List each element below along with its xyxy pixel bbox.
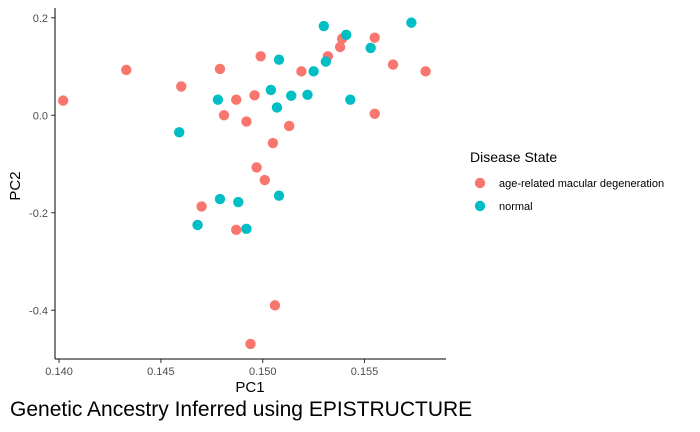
y-tick-label: 0.2 <box>33 13 48 25</box>
data-point <box>267 137 279 149</box>
data-point <box>121 64 132 76</box>
data-point <box>302 89 313 100</box>
x-tick-label: 0.155 <box>351 366 379 378</box>
data-point <box>231 224 242 236</box>
x-tick-label: 0.140 <box>45 366 73 378</box>
data-point <box>241 116 252 127</box>
y-axis-label: PC2 <box>7 171 24 200</box>
data-point <box>269 300 281 311</box>
data-point <box>369 108 380 119</box>
legend-label: normal <box>499 201 533 213</box>
x-axis-label: PC1 <box>235 379 264 396</box>
data-points <box>57 17 431 350</box>
data-point <box>271 102 283 113</box>
data-point <box>273 190 285 201</box>
y-axis: 0.2 0.0 -0.2 -0.4 <box>29 13 55 317</box>
data-point <box>308 66 319 77</box>
legend-title: Disease State <box>470 149 557 165</box>
data-point <box>273 54 285 65</box>
data-point <box>318 20 330 32</box>
data-point <box>218 110 230 121</box>
data-point <box>214 193 226 205</box>
data-point <box>365 42 376 54</box>
data-point <box>251 162 262 173</box>
legend: Disease State age-related macular degene… <box>470 149 664 213</box>
data-point <box>176 81 187 92</box>
data-point <box>233 196 244 208</box>
data-point <box>387 59 399 70</box>
data-point <box>249 90 260 101</box>
legend-key <box>474 177 486 189</box>
data-point <box>259 174 270 186</box>
data-point <box>192 219 203 231</box>
data-point <box>283 120 295 132</box>
data-point <box>212 94 224 105</box>
data-point <box>174 127 185 138</box>
data-point <box>341 29 352 41</box>
data-point <box>320 56 332 67</box>
data-point <box>345 94 356 105</box>
data-point <box>196 201 207 212</box>
data-point <box>231 94 242 105</box>
x-tick-label: 0.150 <box>249 366 277 378</box>
data-point <box>265 84 277 96</box>
data-point <box>369 32 380 43</box>
y-tick-label: -0.4 <box>29 305 48 317</box>
data-point <box>296 66 307 77</box>
y-axis-title: PC2 <box>7 171 24 200</box>
data-point <box>420 66 431 77</box>
data-point <box>245 338 256 350</box>
data-point <box>334 41 346 53</box>
data-point <box>57 95 69 106</box>
data-point <box>214 63 226 75</box>
x-tick-label: 0.145 <box>147 366 175 378</box>
legend-label: age-related macular degeneration <box>499 178 664 190</box>
chart-title: Genetic Ancestry Inferred using EPISTRUC… <box>10 398 473 421</box>
y-tick-label: 0.0 <box>33 110 48 122</box>
data-point <box>255 51 266 62</box>
x-axis: 0.140 0.145 0.150 0.155 <box>45 359 378 378</box>
data-point <box>286 90 297 101</box>
legend-key <box>474 200 486 212</box>
data-point <box>241 223 252 235</box>
y-tick-label: -0.2 <box>29 208 48 220</box>
data-point <box>406 17 417 28</box>
